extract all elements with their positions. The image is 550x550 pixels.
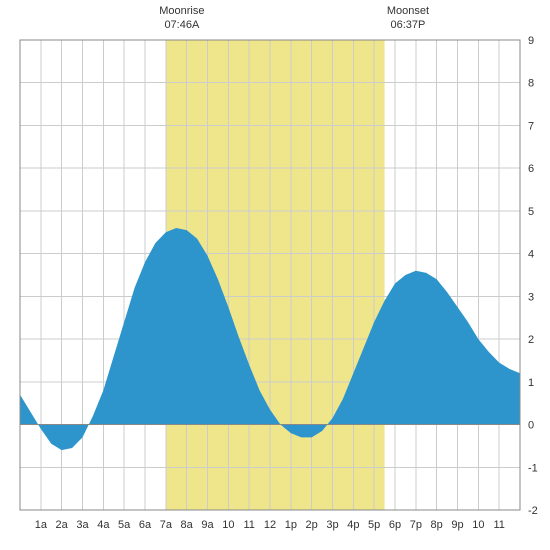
x-tick-label: 6a [139,519,152,531]
y-tick-label: 4 [528,249,534,261]
x-tick-label: 1a [35,519,48,531]
x-tick-label: 2p [306,519,318,531]
tide-chart: -2-101234567891a2a3a4a5a6a7a8a9a1011121p… [0,0,550,550]
x-tick-label: 4a [97,519,110,531]
moonrise-time: 07:46A [164,19,200,31]
x-tick-label: 8a [181,519,194,531]
x-tick-label: 7a [160,519,173,531]
x-tick-label: 4p [347,519,359,531]
y-tick-label: -1 [528,462,538,474]
x-tick-label: 5p [368,519,380,531]
y-tick-label: 0 [528,420,534,432]
y-tick-label: -2 [528,505,538,517]
y-tick-label: 9 [528,35,534,47]
x-tick-label: 5a [118,519,131,531]
x-tick-label: 11 [493,519,504,531]
x-tick-label: 2a [56,519,69,531]
y-tick-label: 2 [528,334,534,346]
y-tick-label: 1 [528,377,534,389]
x-tick-label: 6p [389,519,401,531]
x-tick-label: 3p [326,519,338,531]
moonrise-label: Moonrise [159,5,204,17]
y-tick-label: 6 [528,163,534,175]
y-tick-label: 5 [528,206,534,218]
x-tick-label: 3a [76,519,89,531]
chart-svg: -2-101234567891a2a3a4a5a6a7a8a9a1011121p… [0,0,550,550]
x-tick-label: 1p [285,519,297,531]
x-tick-label: 9p [451,519,463,531]
y-tick-label: 7 [528,120,534,132]
x-tick-label: 10 [222,519,234,531]
x-tick-label: 11 [243,519,254,531]
moonset-label: Moonset [387,5,429,17]
x-tick-label: 8p [431,519,443,531]
y-tick-label: 3 [528,291,534,303]
x-tick-label: 12 [264,519,276,531]
x-tick-label: 10 [472,519,484,531]
x-tick-label: 7p [410,519,422,531]
moonset-time: 06:37P [390,19,425,31]
y-tick-label: 8 [528,78,534,90]
x-tick-label: 9a [201,519,214,531]
